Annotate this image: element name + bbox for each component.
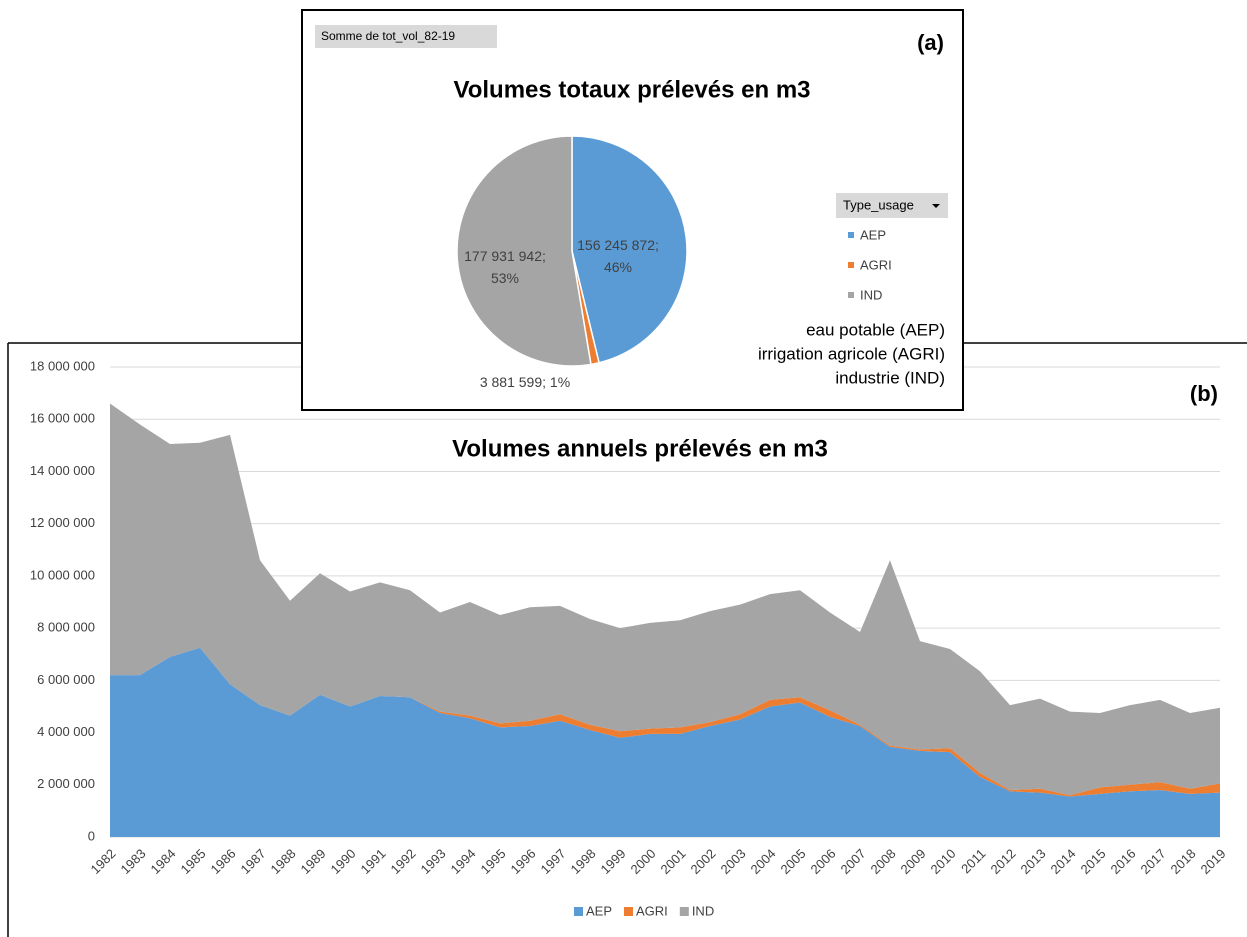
chart-title: Volumes totaux prélevés en m3 [453, 76, 810, 103]
x-tick-label: 1993 [417, 846, 448, 877]
data-label: 3 881 599; 1% [479, 374, 571, 390]
area [110, 647, 1220, 837]
x-tick-label: 1995 [477, 846, 508, 877]
x-tick-label: 1998 [567, 846, 598, 877]
dropdown-arrow [932, 204, 940, 208]
x-tick-label: 1997 [537, 846, 568, 877]
x-tick-label: 1990 [327, 846, 358, 877]
legend-swatch [574, 907, 583, 916]
chart-a: Somme de tot_vol_82-19 (a) Volumes totau… [301, 9, 964, 411]
area [110, 403, 1220, 796]
x-tick-label: 2017 [1137, 846, 1168, 877]
x-tick-label: 1988 [267, 846, 298, 877]
chart-title: Volumes annuels prélevés en m3 [452, 435, 828, 462]
x-tick-label: 2011 [958, 846, 988, 876]
x-tick-label: 1983 [117, 846, 148, 877]
x-tick-label: 2006 [807, 846, 838, 877]
panel-label: (a) [917, 30, 944, 55]
field-button[interactable] [315, 25, 497, 48]
x-tick-label: 2019 [1197, 846, 1228, 877]
x-tick-label: 1999 [597, 846, 628, 877]
x-tick-label: 2018 [1167, 846, 1198, 877]
y-tick-label: 0 [88, 828, 95, 843]
x-tick-label: 2000 [627, 846, 658, 877]
x-tick-label: 2005 [777, 846, 808, 877]
legend-swatch [848, 262, 854, 268]
data-label: 156 245 872; 46% [577, 237, 659, 275]
y-tick-label: 8 000 000 [37, 620, 95, 635]
x-tick-label: 2012 [987, 846, 1018, 877]
x-tick-label: 1989 [297, 846, 328, 877]
x-tick-label: 2016 [1107, 846, 1138, 877]
x-tick-label: 2014 [1047, 846, 1078, 877]
chart-b: 0 2 000 000 4 000 000 6 000 000 8 000 000 10 … [7, 342, 1247, 937]
x-tick-label: 2013 [1017, 846, 1048, 877]
y-tick-label: 4 000 000 [37, 724, 95, 739]
x-tick-label: 2001 [657, 846, 688, 877]
annotation: eau potable (AEP) [806, 320, 945, 339]
x-tick-label: 2010 [927, 846, 958, 877]
legend-label: AGRI [860, 257, 892, 272]
x-tick-label: 2008 [867, 846, 898, 877]
annotation: irrigation agricole (AGRI) [758, 344, 945, 363]
panel-label: (b) [1190, 381, 1218, 406]
annotation: industrie (IND) [835, 368, 945, 387]
x-tick-label: 1996 [507, 846, 538, 877]
y-tick-label: 16 000 000 [30, 411, 95, 426]
y-tick-label: 18 000 000 [30, 358, 95, 373]
x-tick-label: 1992 [387, 846, 418, 877]
pie-slice [456, 135, 592, 367]
legend-label: AGRI [636, 903, 668, 918]
x-tick-label: 1982 [87, 846, 118, 877]
legend-swatch [848, 232, 854, 238]
y-tick-label: 10 000 000 [30, 567, 95, 582]
x-tick-label: 1986 [207, 846, 238, 877]
y-tick-label: 6 000 000 [37, 672, 95, 687]
legend-swatch [624, 907, 634, 916]
x-tick-label: 2007 [837, 846, 868, 877]
y-tick-label: 2 000 000 [37, 776, 95, 791]
pie-slice [571, 135, 688, 364]
legend-label: AEP [586, 903, 612, 918]
legend-label: IND [860, 287, 882, 302]
legend-label: IND [692, 903, 714, 918]
y-tick-label: 12 000 000 [30, 515, 95, 530]
x-tick-label: 2004 [747, 846, 778, 877]
y-tick-label: 14 000 000 [30, 463, 95, 478]
x-tick-label: 1994 [447, 846, 478, 877]
x-tick-label: 2002 [687, 846, 718, 877]
x-tick-label: 2009 [897, 846, 928, 877]
x-tick-label: 1984 [147, 846, 178, 877]
legend-title: Type_usage [843, 197, 914, 212]
field-button-label: Somme de tot_vol_82-19 [321, 29, 455, 43]
legend-title-box[interactable] [836, 193, 948, 218]
x-tick-label: 1987 [237, 846, 268, 877]
data-label: 177 931 942; 53% [464, 248, 546, 286]
legend-swatch [679, 907, 689, 916]
x-tick-label: 1985 [177, 846, 208, 877]
x-tick-label: 2015 [1077, 846, 1108, 877]
legend-swatch [848, 292, 854, 298]
x-tick-label: 1991 [357, 846, 388, 877]
legend-label: AEP [860, 227, 886, 242]
x-tick-label: 2003 [717, 846, 748, 877]
